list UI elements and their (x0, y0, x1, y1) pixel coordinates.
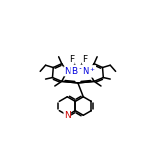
Text: N: N (64, 67, 71, 76)
Text: N: N (64, 111, 71, 120)
Text: F: F (69, 55, 74, 64)
Text: F: F (82, 55, 87, 64)
Text: N$^+$: N$^+$ (82, 66, 96, 77)
Text: B$^-$: B$^-$ (71, 65, 85, 76)
Text: N: N (85, 67, 92, 76)
